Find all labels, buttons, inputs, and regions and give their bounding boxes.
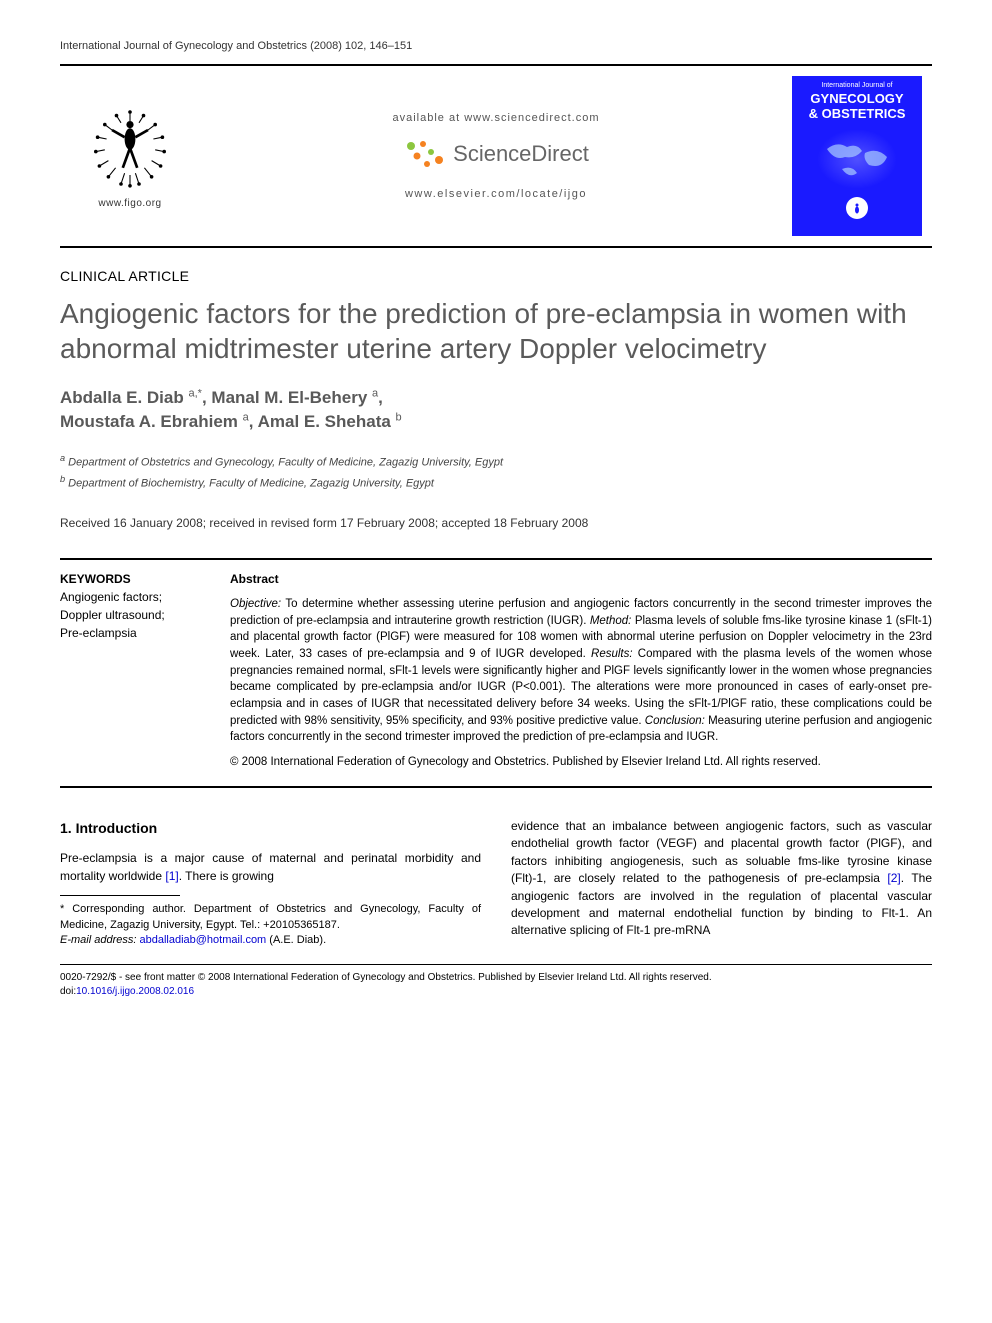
sciencedirect-logo: ScienceDirect	[403, 138, 589, 170]
keywords-list: Angiogenic factors; Doppler ultrasound; …	[60, 588, 210, 642]
intro-left-para: Pre-eclampsia is a major cause of matern…	[60, 850, 481, 885]
ref-2-link[interactable]: [2]	[887, 871, 900, 885]
corresponding-footnote: * Corresponding author. Department of Ob…	[60, 902, 481, 948]
journal-banner: www.figo.org available at www.sciencedir…	[60, 64, 932, 248]
journal-cover: International Journal of GYNECOLOGY & OB…	[792, 76, 922, 236]
figo-logo-icon	[85, 103, 175, 193]
keywords-column: KEYWORDS Angiogenic factors; Doppler ult…	[60, 572, 230, 770]
author-2: Manal M. El-Behery a	[211, 388, 378, 407]
footnote-separator	[60, 895, 180, 896]
author-list: Abdalla E. Diab a,*, Manal M. El-Behery …	[60, 386, 932, 434]
author-3: Moustafa A. Ebrahiem a	[60, 412, 249, 431]
available-at-text: available at www.sciencedirect.com	[220, 112, 772, 124]
intro-right-para: evidence that an imbalance between angio…	[511, 818, 932, 940]
bottom-meta: 0020-7292/$ - see front matter © 2008 In…	[60, 971, 932, 999]
method-label: Method:	[590, 615, 632, 627]
figo-badge-icon	[846, 197, 868, 219]
abstract-text: Objective: To determine whether assessin…	[230, 596, 932, 746]
author-4: Amal E. Shehata b	[258, 412, 402, 431]
author-1: Abdalla E. Diab a,*	[60, 388, 202, 407]
sciencedirect-dots-icon	[403, 138, 447, 170]
conclusion-label: Conclusion:	[645, 715, 705, 727]
email-link[interactable]: abdalladiab@hotmail.com	[139, 934, 266, 946]
article-type: CLINICAL ARTICLE	[60, 268, 932, 284]
figo-logo-block: www.figo.org	[60, 103, 200, 209]
keywords-head: KEYWORDS	[60, 572, 210, 586]
left-column: 1. Introduction Pre-eclampsia is a major…	[60, 818, 481, 948]
cover-title-1: GYNECOLOGY	[798, 91, 916, 106]
sciencedirect-text: ScienceDirect	[453, 141, 589, 167]
banner-center: available at www.sciencedirect.com Scien…	[200, 112, 792, 200]
ref-1-link[interactable]: [1]	[165, 869, 178, 883]
figo-url[interactable]: www.figo.org	[60, 198, 200, 209]
page-header: International Journal of Gynecology and …	[60, 40, 932, 52]
world-map-icon	[817, 129, 897, 189]
corresponding-text: * Corresponding author. Department of Ob…	[60, 902, 481, 933]
abstract-head: Abstract	[230, 572, 932, 586]
article-dates: Received 16 January 2008; received in re…	[60, 516, 932, 530]
results-label: Results:	[591, 648, 633, 660]
doi-link[interactable]: 10.1016/j.ijgo.2008.02.016	[76, 986, 194, 997]
elsevier-locate-url[interactable]: www.elsevier.com/locate/ijgo	[220, 188, 772, 200]
body-columns: 1. Introduction Pre-eclampsia is a major…	[60, 818, 932, 948]
abstract-copyright: © 2008 International Federation of Gynec…	[230, 754, 932, 770]
article-title: Angiogenic factors for the prediction of…	[60, 296, 932, 366]
intro-heading: 1. Introduction	[60, 818, 481, 838]
bottom-rule	[60, 964, 932, 965]
email-line: E-mail address: abdalladiab@hotmail.com …	[60, 933, 481, 948]
affiliation-b: b Department of Biochemistry, Faculty of…	[60, 473, 932, 492]
right-column: evidence that an imbalance between angio…	[511, 818, 932, 948]
front-matter-line: 0020-7292/$ - see front matter © 2008 In…	[60, 971, 932, 985]
doi-line: doi:10.1016/j.ijgo.2008.02.016	[60, 985, 932, 999]
affiliation-a: a Department of Obstetrics and Gynecolog…	[60, 452, 932, 471]
cover-ijof-line: International Journal of	[798, 82, 916, 89]
abstract-column: Abstract Objective: To determine whether…	[230, 572, 932, 770]
abstract-block: KEYWORDS Angiogenic factors; Doppler ult…	[60, 558, 932, 788]
objective-label: Objective:	[230, 598, 281, 610]
cover-title-2: & OBSTETRICS	[798, 106, 916, 121]
affiliations: a Department of Obstetrics and Gynecolog…	[60, 452, 932, 492]
journal-cover-block: International Journal of GYNECOLOGY & OB…	[792, 76, 932, 236]
